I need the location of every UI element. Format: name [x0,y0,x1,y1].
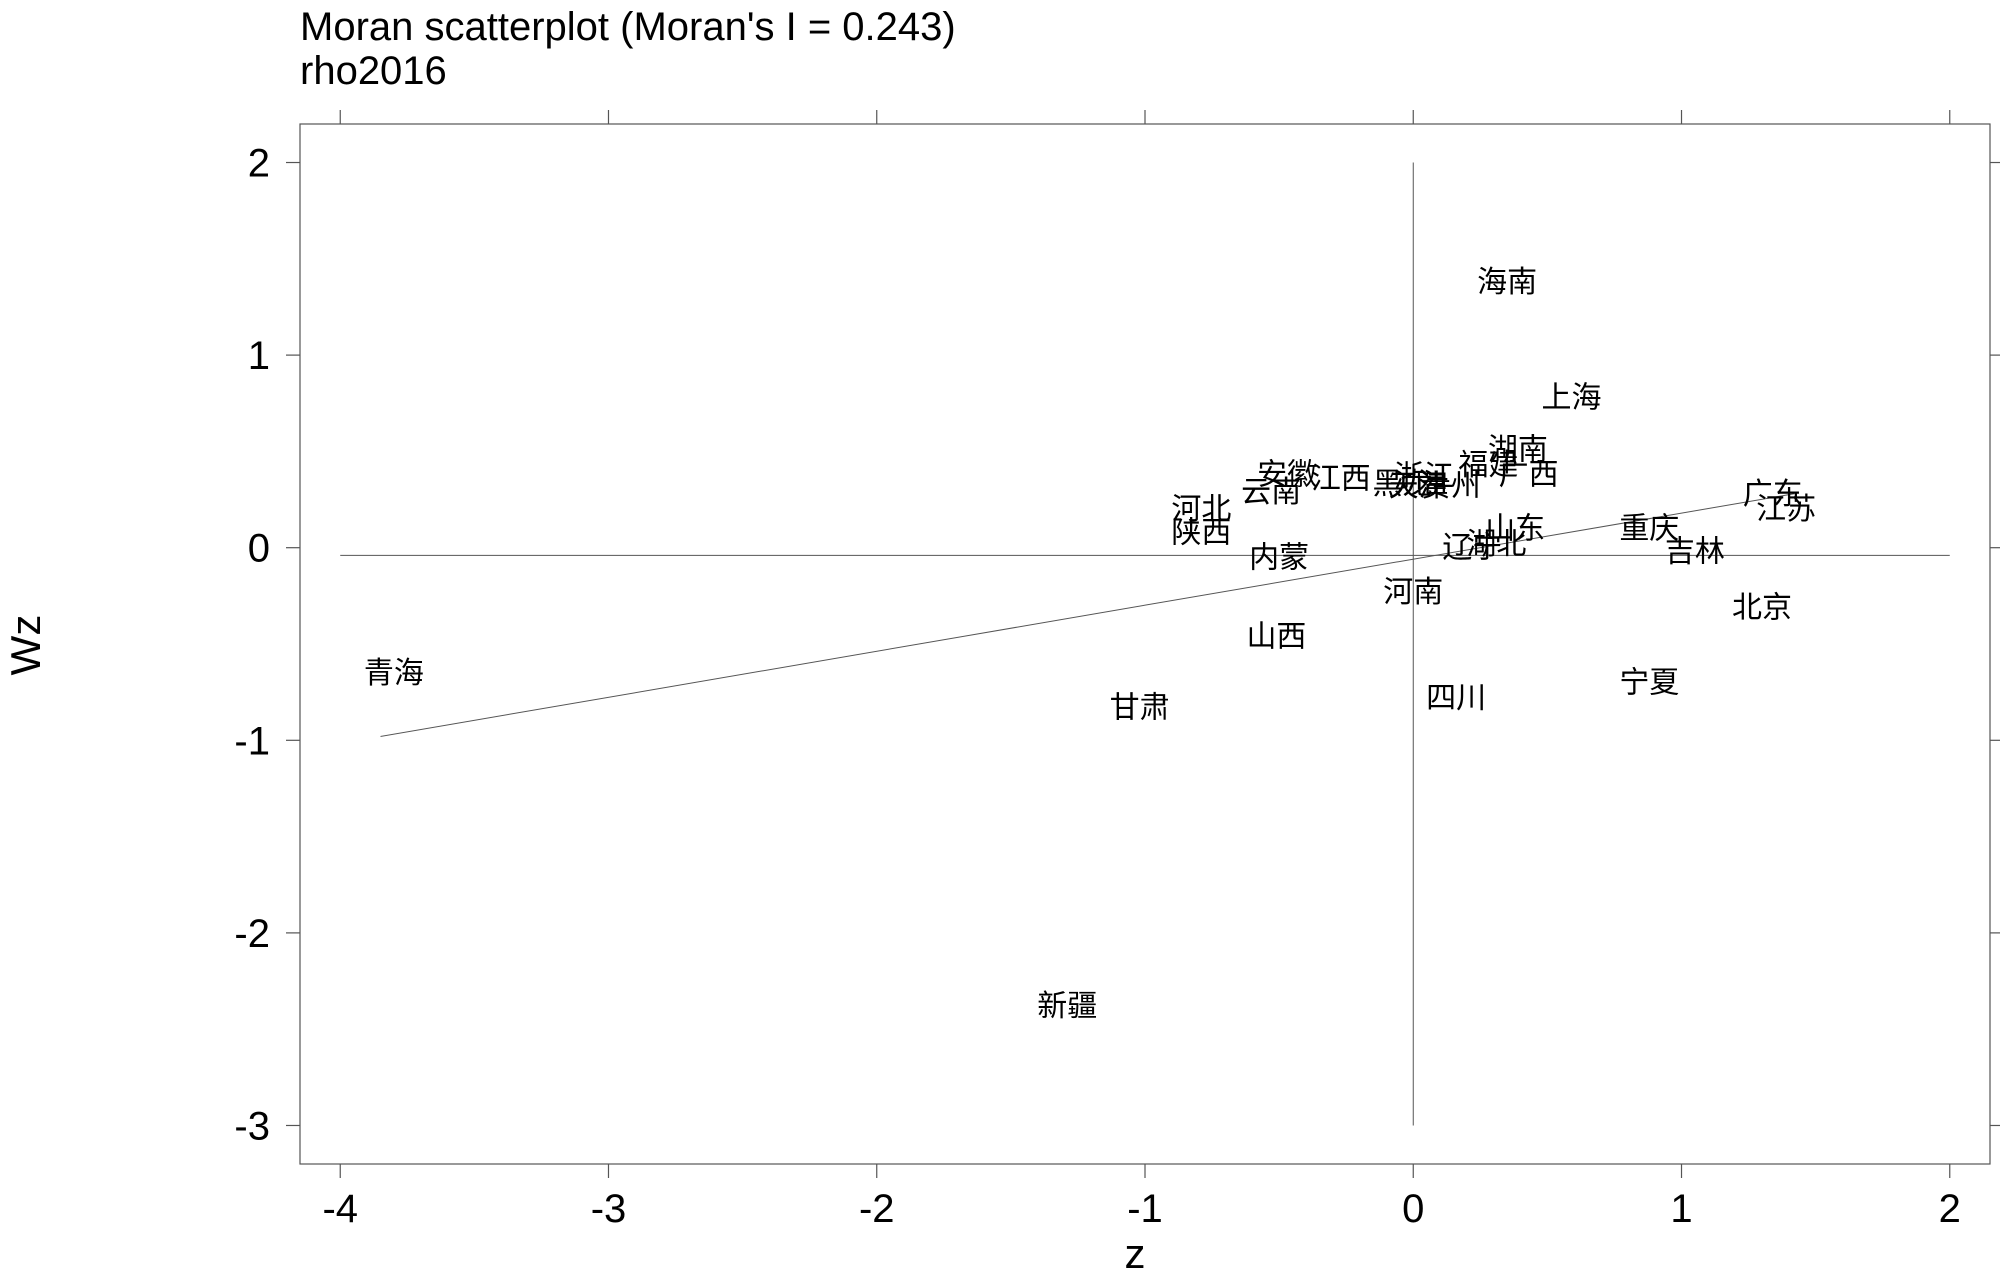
point-label: 新疆 [1037,989,1097,1024]
point-label: 山东 [1485,511,1545,546]
y-tick-label: 2 [248,142,270,186]
x-tick-label: -3 [591,1187,627,1231]
point-label: 贵州 [1421,469,1481,504]
point-label: 广东 [1743,477,1803,512]
x-tick-label: -1 [1127,1187,1163,1231]
point-label: 福建 [1458,448,1518,483]
chart-subtitle: rho2016 [300,49,447,93]
x-axis-label: z [1125,1230,1146,1276]
y-tick-label: -3 [234,1104,270,1148]
point-label: 青海 [364,656,424,691]
point-label: 江西 [1311,461,1371,496]
point-label: 广西 [1499,458,1559,493]
point-label: 内蒙 [1249,540,1309,575]
y-tick-label: 1 [248,334,270,378]
x-axis-ticks: -4 -3 -2 -1 0 1 2 [322,110,1961,1231]
x-tick-label: 0 [1402,1187,1424,1231]
point-label: 北京 [1732,590,1792,625]
x-tick-label: 1 [1670,1187,1692,1231]
point-label: 浙江 [1394,459,1454,494]
point-label: 海南 [1477,265,1537,300]
x-tick-label: -2 [859,1187,895,1231]
point-label: 重庆 [1619,511,1679,546]
point-label: 山西 [1246,619,1306,654]
point-label: 湖南 [1488,432,1548,467]
point-label: 天津 [1389,469,1449,504]
point-label: 宁夏 [1619,666,1679,701]
point-label: 河北 [1171,492,1231,527]
y-tick-label: -2 [234,912,270,956]
point-label: 江苏 [1756,492,1816,527]
point-label: 黑龙 [1373,467,1433,502]
fit-line [380,493,1795,737]
chart-title: Moran scatterplot (Moran's I = 0.243) [300,5,956,49]
point-label: 四川 [1426,681,1486,716]
x-tick-label: 2 [1939,1187,1961,1231]
y-tick-label: -1 [234,719,270,763]
point-label: 辽宁 [1442,531,1502,566]
y-axis-ticks: -3 -2 -1 0 1 2 [234,142,2000,1148]
point-label: 安徽 [1257,458,1317,493]
y-axis-label: Wz [2,615,49,676]
point-label: 河南 [1383,575,1443,610]
point-label: 陕西 [1171,515,1231,550]
point-label: 吉林 [1665,535,1725,570]
plot-frame [299,123,1991,1165]
point-label: 甘肃 [1110,691,1170,726]
point-label: 湖北 [1466,527,1526,562]
point-label: 上海 [1542,380,1602,415]
point-label: 云南 [1241,475,1301,510]
y-tick-label: 0 [248,527,270,571]
x-tick-label: -4 [322,1187,358,1231]
